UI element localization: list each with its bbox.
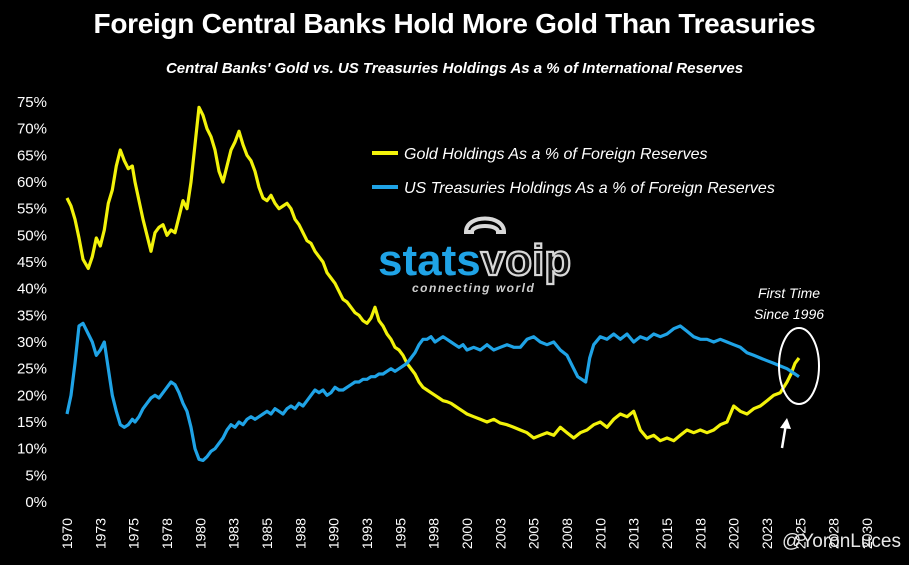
x-tick-label: 1985 <box>259 518 275 549</box>
x-tick-label: 2018 <box>692 518 708 549</box>
watermark-brand-1: stats <box>378 236 481 285</box>
annotation-line-2: Since 1996 <box>754 306 824 322</box>
x-tick-label: 1988 <box>292 518 308 549</box>
watermark-tagline: connecting world <box>412 281 535 295</box>
y-axis: 0% 5% 10% 15% 20% 25% 30% 35% 40% 45% 50% 55% 60% 65%… <box>17 94 47 511</box>
gold-series-line <box>65 105 801 443</box>
x-tick-label: 1993 <box>359 518 375 549</box>
y-tick-label: 65% <box>17 147 47 164</box>
x-tick-label: 1990 <box>326 518 342 549</box>
chart-subtitle: Central Banks' Gold vs. US Treasuries Ho… <box>165 60 744 77</box>
x-tick-label: 2013 <box>626 518 642 549</box>
legend: Gold Holdings As a % of Foreign Reserves… <box>372 146 775 197</box>
y-tick-label: 0% <box>25 494 47 511</box>
y-tick-label: 10% <box>17 441 47 458</box>
x-tick-label: 2003 <box>492 518 508 549</box>
x-tick-label: 2020 <box>726 518 742 549</box>
x-tick-label: 2005 <box>526 518 542 549</box>
x-tick-label: 1978 <box>159 518 175 549</box>
author-credit: @YoronLuces <box>782 531 901 552</box>
x-tick-label: 1975 <box>126 518 142 549</box>
svg-text:statsvoip: statsvoip <box>378 236 571 285</box>
x-tick-label: 2028 <box>826 518 842 549</box>
annotation-arrow-icon <box>780 418 791 449</box>
x-axis: 1970 1973 1975 1978 1980 1983 1985 1988 1990 1993… <box>59 518 875 549</box>
y-tick-label: 30% <box>17 334 47 351</box>
watermark-logo: statsvoip connecting world <box>378 216 572 295</box>
y-tick-label: 20% <box>17 387 47 404</box>
legend-label-treasuries: US Treasuries Holdings As a % of Foreign… <box>404 180 775 197</box>
y-tick-label: 15% <box>17 414 47 431</box>
y-tick-label: 5% <box>25 467 47 484</box>
y-tick-label: 40% <box>17 281 47 298</box>
x-tick-label: 2025 <box>792 518 808 549</box>
x-tick-label: 2030 <box>859 518 875 549</box>
y-tick-label: 60% <box>17 174 47 191</box>
x-tick-label: 2023 <box>759 518 775 549</box>
x-tick-label: 1973 <box>92 518 108 549</box>
y-tick-label: 35% <box>17 307 47 324</box>
treasuries-series-line <box>65 321 800 462</box>
x-tick-label: 2015 <box>659 518 675 549</box>
annotation-line-1: First Time <box>758 285 820 301</box>
annotation: First Time Since 1996 <box>754 285 824 449</box>
y-tick-label: 75% <box>17 94 47 111</box>
x-tick-label: 1980 <box>192 518 208 549</box>
x-tick-label: 1995 <box>392 518 408 549</box>
series-layer <box>65 105 801 462</box>
watermark-brand-2: voip <box>481 236 571 285</box>
phone-icon <box>463 216 507 234</box>
x-tick-label: 2000 <box>459 518 475 549</box>
x-tick-label: 1970 <box>59 518 75 549</box>
y-tick-label: 70% <box>17 121 47 138</box>
y-tick-label: 25% <box>17 361 47 378</box>
x-tick-label: 1998 <box>426 518 442 549</box>
x-tick-label: 1983 <box>226 518 242 549</box>
y-tick-label: 45% <box>17 254 47 271</box>
x-tick-label: 2008 <box>559 518 575 549</box>
x-tick-label: 2010 <box>592 518 608 549</box>
y-tick-label: 50% <box>17 227 47 244</box>
y-tick-label: 55% <box>17 201 47 218</box>
annotation-circle <box>778 327 820 405</box>
chart-title: Foreign Central Banks Hold More Gold Tha… <box>93 8 816 39</box>
legend-label-gold: Gold Holdings As a % of Foreign Reserves <box>404 146 708 163</box>
